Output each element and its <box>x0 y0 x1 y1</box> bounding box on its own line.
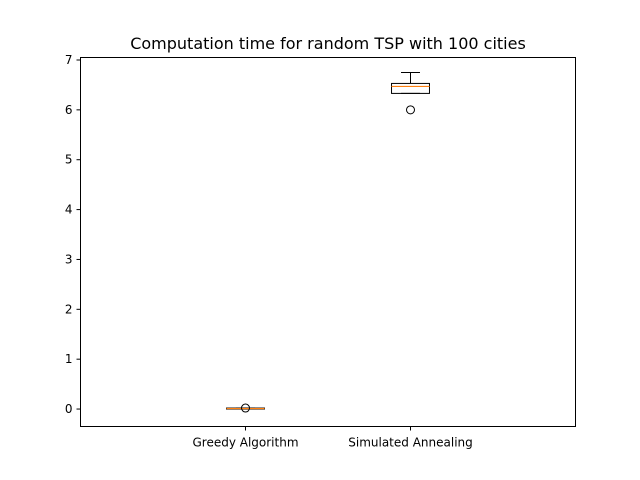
x-tick-label: Greedy Algorithm <box>192 436 298 450</box>
outlier-point <box>241 403 250 413</box>
outlier-point <box>406 105 415 115</box>
x-axis: Greedy Algorithm Simulated Annealing <box>192 426 473 450</box>
y-tick-label: 1 <box>65 352 73 366</box>
y-axis: 0 1 2 3 4 5 6 7 <box>65 53 81 416</box>
box-group <box>226 403 265 413</box>
y-tick-label: 6 <box>65 103 73 117</box>
plot-frame <box>80 57 576 427</box>
x-tick-label: Simulated Annealing <box>348 436 473 450</box>
y-tick-label: 3 <box>65 252 73 266</box>
y-tick-label: 4 <box>65 203 73 217</box>
chart-title: Computation time for random TSP with 100… <box>130 34 526 53</box>
y-tick-label: 7 <box>65 53 73 67</box>
iqr-box <box>391 82 430 94</box>
box-group <box>391 71 430 115</box>
y-tick-label: 2 <box>65 302 73 316</box>
boxes-layer <box>226 71 430 413</box>
y-tick-label: 5 <box>65 153 73 167</box>
y-tick-label: 0 <box>65 402 73 416</box>
